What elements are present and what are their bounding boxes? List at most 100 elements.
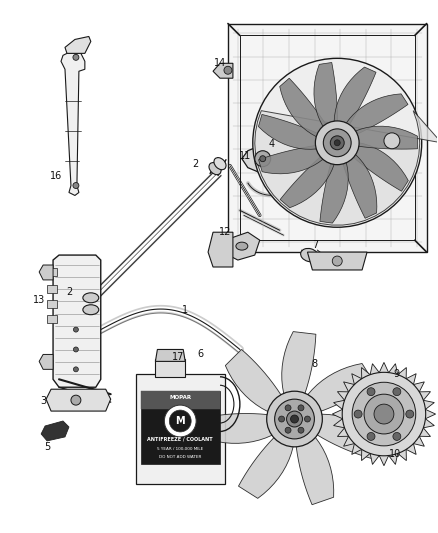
- Text: 9: 9: [394, 369, 400, 379]
- Circle shape: [170, 410, 191, 432]
- Text: 12: 12: [219, 227, 231, 237]
- Text: 17: 17: [172, 352, 184, 362]
- Circle shape: [74, 367, 78, 372]
- Circle shape: [74, 327, 78, 332]
- Circle shape: [279, 416, 285, 422]
- Polygon shape: [320, 163, 348, 223]
- Circle shape: [364, 394, 404, 434]
- Text: 13: 13: [33, 295, 45, 305]
- Polygon shape: [225, 350, 281, 411]
- Polygon shape: [155, 350, 185, 361]
- Polygon shape: [47, 285, 57, 293]
- Polygon shape: [334, 67, 376, 125]
- Polygon shape: [208, 232, 233, 267]
- Polygon shape: [346, 94, 408, 134]
- Text: MOPAR: MOPAR: [169, 394, 191, 400]
- Ellipse shape: [83, 293, 99, 303]
- Text: 11: 11: [239, 151, 251, 161]
- Circle shape: [367, 432, 375, 440]
- Circle shape: [73, 54, 79, 60]
- Circle shape: [304, 416, 311, 422]
- Text: DO NOT ADD WATER: DO NOT ADD WATER: [159, 455, 201, 459]
- Polygon shape: [242, 144, 278, 173]
- Circle shape: [334, 140, 340, 146]
- Polygon shape: [280, 78, 326, 136]
- Circle shape: [315, 121, 359, 165]
- Polygon shape: [314, 62, 338, 126]
- Circle shape: [367, 387, 375, 395]
- Circle shape: [384, 133, 400, 149]
- Polygon shape: [39, 265, 53, 280]
- Circle shape: [275, 399, 314, 439]
- Text: 2: 2: [66, 287, 72, 297]
- Polygon shape: [317, 414, 380, 459]
- Circle shape: [352, 382, 416, 446]
- Polygon shape: [53, 255, 101, 387]
- Polygon shape: [258, 115, 318, 149]
- Polygon shape: [207, 414, 272, 443]
- Polygon shape: [47, 268, 57, 276]
- Circle shape: [285, 405, 291, 411]
- Circle shape: [164, 405, 196, 437]
- Polygon shape: [307, 252, 367, 270]
- Polygon shape: [46, 389, 111, 411]
- Circle shape: [374, 404, 394, 424]
- Text: 4: 4: [268, 139, 275, 149]
- Circle shape: [74, 347, 78, 352]
- Text: 7: 7: [312, 240, 318, 250]
- Circle shape: [260, 156, 266, 161]
- Polygon shape: [353, 143, 408, 191]
- Text: 16: 16: [50, 171, 62, 181]
- Circle shape: [298, 405, 304, 411]
- Text: 5 YEAR / 100,000 MILE: 5 YEAR / 100,000 MILE: [157, 447, 203, 451]
- Text: 1: 1: [182, 305, 188, 314]
- Circle shape: [330, 136, 344, 150]
- Polygon shape: [332, 362, 436, 466]
- Polygon shape: [343, 155, 377, 219]
- Polygon shape: [308, 364, 374, 411]
- Ellipse shape: [236, 242, 248, 250]
- Polygon shape: [280, 157, 334, 208]
- Circle shape: [253, 58, 422, 227]
- Text: 8: 8: [311, 359, 318, 369]
- Polygon shape: [282, 332, 316, 393]
- Text: 3: 3: [40, 396, 46, 406]
- Circle shape: [393, 432, 401, 440]
- Polygon shape: [65, 36, 91, 53]
- Polygon shape: [135, 374, 225, 483]
- Text: ANTIFREEZE / COOLANT: ANTIFREEZE / COOLANT: [148, 437, 213, 441]
- Circle shape: [332, 256, 342, 266]
- Circle shape: [224, 66, 232, 74]
- Circle shape: [255, 151, 271, 167]
- Ellipse shape: [83, 305, 99, 314]
- Polygon shape: [47, 314, 57, 322]
- Circle shape: [73, 182, 79, 189]
- Circle shape: [354, 410, 362, 418]
- Ellipse shape: [300, 248, 318, 262]
- Text: 10: 10: [389, 449, 401, 459]
- Polygon shape: [222, 232, 260, 260]
- Text: 14: 14: [214, 58, 226, 68]
- Circle shape: [323, 129, 351, 157]
- Polygon shape: [141, 391, 220, 464]
- Polygon shape: [255, 111, 438, 225]
- Polygon shape: [296, 438, 334, 505]
- Ellipse shape: [315, 255, 333, 269]
- Circle shape: [393, 387, 401, 395]
- Circle shape: [285, 427, 291, 433]
- Circle shape: [342, 373, 426, 456]
- Circle shape: [290, 415, 298, 423]
- Circle shape: [267, 391, 322, 447]
- Text: 2: 2: [192, 159, 198, 168]
- Polygon shape: [61, 53, 85, 196]
- Polygon shape: [238, 438, 293, 498]
- Text: M: M: [176, 416, 185, 426]
- Polygon shape: [47, 300, 57, 308]
- Ellipse shape: [214, 158, 226, 169]
- Polygon shape: [41, 421, 69, 441]
- Polygon shape: [356, 126, 417, 149]
- Text: 5: 5: [44, 442, 50, 452]
- Circle shape: [286, 411, 303, 427]
- Polygon shape: [258, 146, 323, 174]
- Polygon shape: [213, 63, 233, 78]
